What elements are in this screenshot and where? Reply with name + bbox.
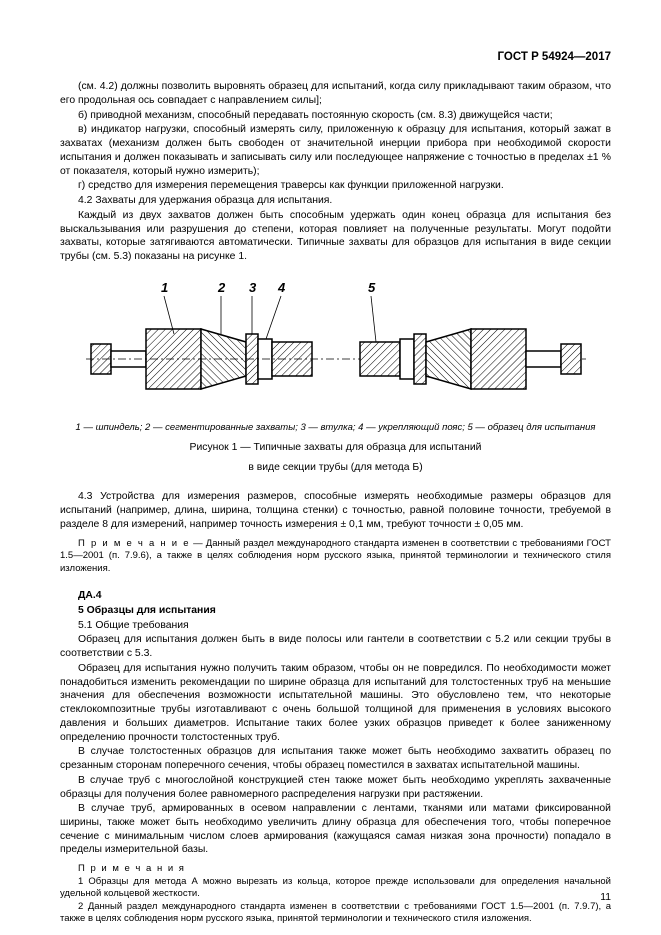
section-5-1-p4: В случае труб с многослойной конструкцие…: [60, 774, 611, 801]
figure-1-svg: 1 2 3 4 5: [86, 274, 586, 414]
section-5-1-p3: В случае толстостенных образцов для испы…: [60, 745, 611, 772]
page-root: ГОСТ Р 54924—2017 (см. 4.2) должны позво…: [0, 0, 661, 935]
paragraph-4-2-body: Каждый из двух захватов должен быть спос…: [60, 209, 611, 264]
figure-label-4: 4: [277, 280, 286, 295]
figure-caption-1: Рисунок 1 — Типичные захваты для образца…: [60, 441, 611, 455]
note-1: П р и м е ч а н и е — Данный раздел межд…: [60, 538, 611, 576]
section-5-1-p2: Образец для испытания нужно получить так…: [60, 662, 611, 744]
figure-label-1: 1: [161, 280, 168, 295]
paragraph-4-1-g: г) средство для измерения перемещения тр…: [60, 179, 611, 193]
figure-legend: 1 — шпиндель; 2 — сегментированные захва…: [60, 422, 611, 435]
figure-label-3: 3: [249, 280, 257, 295]
section-da4: ДА.4: [60, 589, 611, 603]
figure-1: 1 2 3 4 5 1 — шпиндель; 2 — сегментирова…: [60, 274, 611, 475]
page-number: 11: [600, 891, 611, 905]
paragraph-4-2: 4.2 Захваты для удержания образца для ис…: [60, 194, 611, 208]
document-header: ГОСТ Р 54924—2017: [60, 50, 611, 65]
paragraph-4-3: 4.3 Устройства для измерения размеров, с…: [60, 490, 611, 531]
figure-label-2: 2: [217, 280, 226, 295]
note-2-2: 2 Данный раздел международного стандарта…: [60, 901, 611, 926]
note-2-1: 1 Образцы для метода А можно вырезать из…: [60, 876, 611, 901]
section-5-title: 5 Образцы для испытания: [60, 604, 611, 618]
figure-label-5: 5: [368, 280, 376, 295]
paragraph-4-1-b: б) приводной механизм, способный передав…: [60, 109, 611, 123]
note-2-header: П р и м е ч а н и я: [60, 863, 611, 876]
section-5-1-p1: Образец для испытания должен быть в виде…: [60, 633, 611, 660]
section-5-1: 5.1 Общие требования: [60, 619, 611, 633]
section-5-1-p5: В случае труб, армированных в осевом нап…: [60, 802, 611, 857]
paragraph-4-1-cont: (см. 4.2) должны позволить выровнять обр…: [60, 80, 611, 107]
paragraph-4-1-v: в) индикатор нагрузки, способный измерят…: [60, 123, 611, 178]
figure-caption-2: в виде секции трубы (для метода Б): [60, 461, 611, 475]
